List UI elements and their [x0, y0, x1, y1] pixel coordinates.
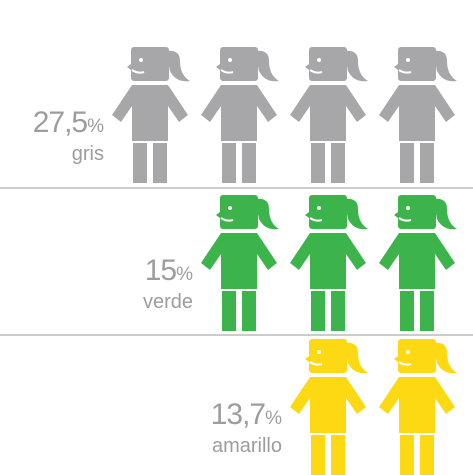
value-number: 27,5 — [33, 106, 88, 139]
person-icon — [378, 46, 458, 184]
person-icon — [111, 46, 191, 184]
person-icon — [378, 194, 458, 332]
value-label: 27,5% — [33, 106, 104, 139]
category-label: verde — [143, 291, 193, 313]
person-icon — [200, 194, 280, 332]
person-icon — [378, 338, 458, 475]
value-unit: % — [176, 264, 193, 285]
person-icon — [289, 194, 369, 332]
category-label: amarillo — [212, 435, 282, 457]
value-unit: % — [265, 408, 282, 429]
value-label: 15% — [145, 254, 193, 287]
person-icon — [289, 338, 369, 475]
person-icon — [289, 46, 369, 184]
person-icon — [200, 46, 280, 184]
value-label: 13,7% — [211, 398, 282, 431]
category-label: gris — [72, 143, 104, 165]
value-number: 13,7 — [211, 398, 266, 431]
value-unit: % — [87, 116, 104, 137]
value-number: 15 — [145, 254, 177, 287]
